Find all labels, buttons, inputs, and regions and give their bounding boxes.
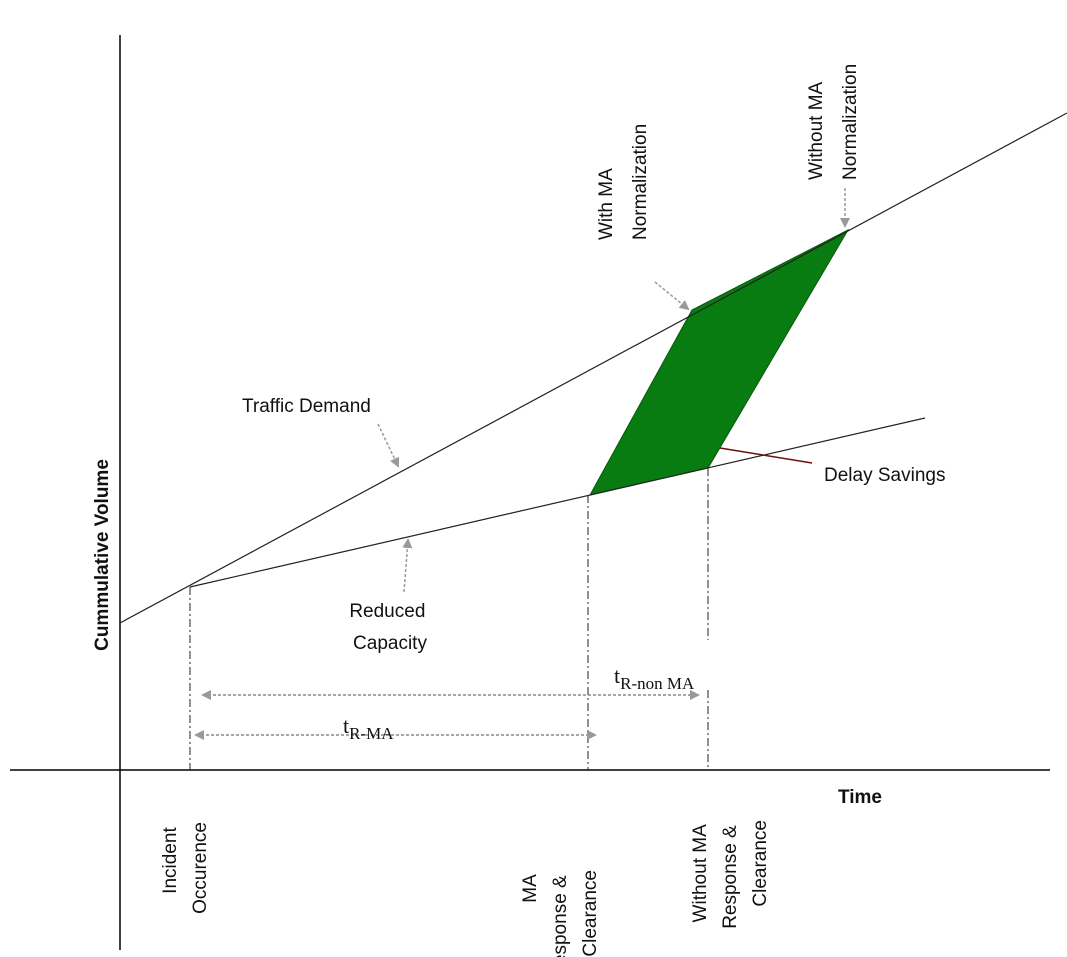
x-axis-label: Time (838, 787, 882, 808)
with-ma-label: With MA Normalization (596, 124, 651, 240)
label-line: With MA (596, 168, 617, 240)
with-ma-pointer (654, 281, 690, 311)
y-axis-label: Cummulative Volume (92, 459, 113, 651)
label-line: MA (520, 874, 541, 903)
subscript: R-MA (349, 724, 394, 743)
delay-savings-area (589, 228, 850, 496)
guides (189, 468, 709, 770)
traffic-demand-label: Traffic Demand (242, 396, 371, 417)
t-r-ma-label: tR-MA (343, 713, 394, 743)
label-line: Response & (550, 875, 571, 957)
without-ma-label: Without MA Normalization (806, 64, 861, 180)
delay-savings-label: Delay Savings (824, 465, 945, 486)
reduced-capacity-pointer (402, 538, 413, 593)
symbol: t (343, 713, 349, 738)
reduced-capacity-line (189, 417, 926, 588)
label-line: Incident (160, 827, 181, 894)
label-line: Response & (720, 825, 741, 929)
label-line: Occurence (190, 822, 211, 914)
incident-label: Incident Occurence (160, 822, 211, 914)
delay-savings-pointer (719, 447, 813, 464)
traffic-demand-pointer (377, 423, 400, 468)
t-r-non-ma-label: tR-non MA (614, 663, 695, 693)
reduced-capacity-label: Reduced Capacity (349, 601, 430, 654)
symbol: t (614, 663, 620, 688)
label-line: Normalization (840, 64, 861, 180)
label-line: Capacity (353, 633, 427, 654)
subscript: R-non MA (620, 674, 695, 693)
label-line: Without MA (690, 824, 711, 923)
label-line: Clearance (750, 820, 771, 907)
traffic-demand-line (119, 112, 1067, 624)
non-ma-clearance-label: Without MA Response & Clearance (690, 820, 771, 929)
label-line: Without MA (806, 81, 827, 180)
pointers (377, 188, 850, 593)
label-line: Reduced (349, 601, 425, 622)
ma-clearance-label: MA Response & Clearance (520, 870, 601, 957)
label-line: Normalization (630, 124, 651, 240)
label-line: Clearance (580, 870, 601, 957)
